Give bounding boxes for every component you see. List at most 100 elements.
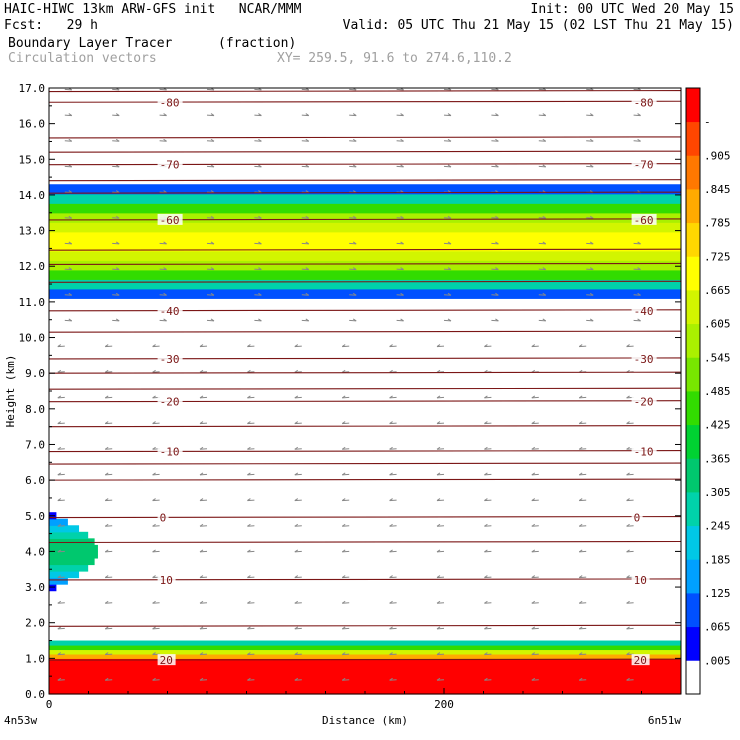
vector-arrow-head xyxy=(637,292,641,296)
vector-arrow xyxy=(199,602,208,604)
colorbar-label: .545 xyxy=(704,351,731,364)
vector-arrow xyxy=(484,473,492,476)
vector-arrow-head xyxy=(294,575,299,578)
vector-arrow xyxy=(294,371,302,373)
vector-arrow xyxy=(579,473,587,476)
vector-arrow-head xyxy=(531,677,536,681)
vector-arrow xyxy=(633,114,641,117)
temperature-contour--70 xyxy=(48,163,682,166)
colorbar-swatch xyxy=(686,189,700,224)
vector-arrow xyxy=(64,319,72,322)
vector-arrow xyxy=(342,422,350,425)
colorbar-label: .245 xyxy=(704,520,731,533)
vector-label: Circulation vectors xyxy=(8,51,157,66)
vector-arrow-head xyxy=(341,549,346,553)
vector-arrow-head xyxy=(294,344,299,348)
vector-arrow-head xyxy=(115,215,120,219)
temperature-contour--80 xyxy=(48,100,682,103)
temperature-contour xyxy=(48,262,682,266)
vector-arrow xyxy=(491,217,499,219)
vector-arrow-head xyxy=(542,113,547,117)
vector-arrow-head xyxy=(199,446,204,450)
vector-arrow-head xyxy=(436,677,441,681)
tracer-band xyxy=(49,222,681,233)
vector-arrow-head xyxy=(163,267,167,271)
x-tick-label: 200 xyxy=(434,698,454,711)
colorbar-swatch xyxy=(686,492,700,527)
vector-arrow-head xyxy=(199,575,204,578)
vector-arrow-head xyxy=(484,652,488,655)
vector-arrow xyxy=(254,268,262,271)
vector-arrow xyxy=(579,653,587,656)
vector-arrow-head xyxy=(152,626,156,630)
colorbar-label: .485 xyxy=(704,385,731,398)
colorbar-swatch xyxy=(686,290,700,325)
vector-arrow xyxy=(538,140,546,142)
vector-arrow xyxy=(57,422,65,425)
vector-arrow-head xyxy=(68,241,73,245)
vector-arrow xyxy=(491,268,499,271)
vector-arrow xyxy=(112,165,120,168)
vector-arrow xyxy=(626,499,634,502)
header-title: HAIC-HIWC 13km ARW-GFS init NCAR/MMM xyxy=(4,2,302,17)
vector-arrow xyxy=(152,473,160,476)
vector-arrow-head xyxy=(341,421,346,424)
vector-arrow xyxy=(159,140,167,142)
vector-arrow xyxy=(152,371,160,373)
vector-arrow xyxy=(491,294,499,296)
vector-arrow xyxy=(389,396,397,399)
vector-arrow xyxy=(254,294,262,296)
vector-arrow xyxy=(206,114,215,117)
vector-arrow xyxy=(247,473,255,476)
vector-arrow-head xyxy=(400,292,404,296)
tracer-band xyxy=(49,279,681,290)
vector-arrow-head xyxy=(578,498,583,501)
vector-arrow xyxy=(491,242,499,245)
vector-arrow-head xyxy=(389,600,393,604)
vector-arrow-head xyxy=(341,523,346,527)
vector-arrow xyxy=(57,448,65,450)
contour-label: -40 xyxy=(160,305,180,318)
vector-arrow xyxy=(443,242,452,245)
colorbar-swatch xyxy=(686,222,700,257)
vector-arrow-head xyxy=(626,344,630,348)
vector-arrow-head xyxy=(199,626,204,630)
tracer-band xyxy=(49,551,98,559)
colorbar-swatch xyxy=(686,660,700,695)
vector-arrow-head xyxy=(210,215,215,219)
contour-label: 0 xyxy=(160,512,167,525)
tracer-band xyxy=(49,571,80,579)
y-tick-label: 2.0 xyxy=(25,617,45,630)
vector-arrow-head xyxy=(115,164,120,168)
y-tick-label: 12.0 xyxy=(19,260,46,273)
vector-arrow xyxy=(531,499,539,502)
vector-arrow-head xyxy=(104,395,109,399)
vector-arrow-head xyxy=(247,652,251,655)
vector-arrow xyxy=(484,576,492,579)
vector-arrow-head xyxy=(152,523,156,527)
vector-arrow xyxy=(389,576,397,579)
vector-arrow-head xyxy=(258,292,262,296)
temperature-contours: -80 -80 -70 -70 -60 -60 -40 -40 -30 -30 -20 -20 -10 -… xyxy=(48,90,682,667)
vector-arrow-head xyxy=(542,318,547,322)
vector-arrow-head xyxy=(400,113,404,117)
vector-arrow xyxy=(254,319,262,322)
vector-arrow xyxy=(579,627,587,630)
vector-arrow-head xyxy=(294,395,299,399)
vector-arrow-head xyxy=(305,113,310,117)
vector-arrow xyxy=(247,422,255,425)
vector-arrow xyxy=(112,319,120,322)
colorbar-swatch xyxy=(686,559,700,594)
vector-arrow-head xyxy=(247,600,251,604)
vector-arrow-head xyxy=(589,318,594,322)
y-tick-label: 3.0 xyxy=(25,581,45,594)
vector-arrow-head xyxy=(305,138,310,142)
vector-arrow xyxy=(254,242,262,245)
vector-arrow xyxy=(538,268,546,271)
vector-arrow-head xyxy=(199,549,204,553)
vector-arrow-head xyxy=(447,164,452,168)
vector-arrow-head xyxy=(199,498,204,501)
vector-arrow-head xyxy=(210,190,215,194)
temperature-contour-20 xyxy=(48,658,682,661)
vector-arrow xyxy=(247,525,255,527)
